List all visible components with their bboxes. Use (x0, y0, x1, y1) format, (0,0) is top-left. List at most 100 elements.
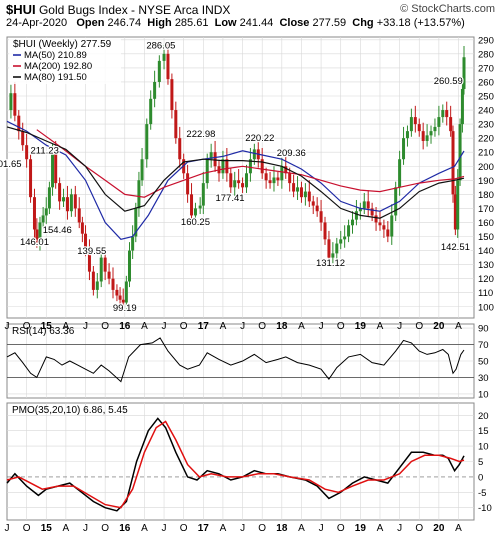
candle-body (445, 110, 449, 118)
close-label: Close (279, 17, 310, 29)
candle-body (260, 159, 264, 174)
candle-body (303, 191, 307, 198)
candle-body (157, 60, 161, 82)
candle-body (124, 281, 128, 303)
price-legend-title: $HUI (Weekly) 277.59 (13, 39, 112, 50)
candle-body (91, 271, 95, 290)
candle-body (311, 201, 315, 206)
candle-body (460, 88, 464, 125)
price-y-tick: 100 (478, 302, 494, 313)
x-tick-label: A (377, 321, 384, 332)
x-tick-label: A (220, 523, 227, 534)
price-y-tick: 210 (478, 148, 494, 159)
candle-body (131, 236, 135, 251)
price-y-tick: 160 (478, 218, 494, 229)
candle-body (233, 180, 237, 188)
ma-line-ma200 (36, 129, 465, 198)
candle-body (190, 194, 194, 216)
rsi-y-tick: 50 (478, 357, 489, 368)
candle-body (429, 131, 433, 136)
brand-watermark: © StockCharts.com (400, 3, 495, 15)
x-tick-label: J (83, 523, 88, 534)
candle-body (107, 271, 111, 279)
pmo-y-tick: -10 (478, 503, 492, 514)
quote-date: 24-Apr-2020 (6, 17, 68, 29)
candle-body (366, 201, 370, 209)
candle-body (209, 152, 213, 160)
candle-body (80, 222, 84, 234)
price-annotation: 260.59 (434, 76, 463, 87)
candle-body (186, 173, 190, 195)
price-y-tick: 220 (478, 134, 494, 145)
price-annotation: 222.98 (186, 129, 215, 140)
quote-line: 24-Apr-2020 Open 246.74 High 285.61 Low … (6, 17, 465, 29)
candle-body (264, 173, 268, 181)
x-tick-label: J (319, 523, 324, 534)
high-value: 285.61 (174, 17, 209, 29)
chg-value: +33.18 (+13.57%) (376, 17, 465, 29)
x-tick-label: 20 (433, 321, 445, 332)
price-y-tick: 190 (478, 176, 494, 187)
x-tick-label: 17 (198, 523, 210, 534)
candle-body (343, 236, 347, 240)
pmo-y-tick: 15 (478, 426, 489, 437)
pmo-y-tick: 5 (478, 457, 483, 468)
candle-body (25, 145, 29, 160)
candle-body (193, 208, 197, 216)
candle-body (244, 173, 248, 188)
chart-header: $HUI Gold Bugs Index - NYSE Arca INDX © … (0, 0, 501, 34)
candle-body (276, 177, 280, 181)
candle-body (462, 57, 466, 89)
ma-line-ma50 (6, 120, 465, 240)
candle-body (54, 152, 58, 184)
price-y-tick: 180 (478, 190, 494, 201)
price-y-tick: 120 (478, 274, 494, 285)
candle-body (162, 53, 166, 61)
candle-body (425, 135, 429, 141)
x-tick-label: O (23, 321, 31, 332)
candle-body (458, 124, 462, 181)
x-tick-label: O (337, 321, 345, 332)
x-tick-label: 16 (119, 321, 131, 332)
candle-body (32, 197, 36, 230)
price-y-tick: 250 (478, 92, 494, 103)
open-value: 246.74 (107, 17, 142, 29)
x-tick-label: J (5, 321, 10, 332)
candle-body (268, 180, 272, 184)
price-annotation: 146.01 (20, 237, 49, 248)
candle-body (315, 205, 319, 212)
price-annotation: 139.55 (77, 246, 106, 257)
candle-body (362, 201, 366, 209)
candle-body (417, 124, 421, 132)
price-y-tick: 110 (478, 288, 493, 299)
pmo-line-1 (6, 420, 465, 509)
legend-entry: MA(80) 191.50 (24, 72, 87, 83)
x-tick-label: 15 (41, 523, 53, 534)
pmo-y-tick: 10 (478, 442, 489, 453)
x-tick-label: O (258, 523, 266, 534)
candle-body (252, 149, 256, 160)
x-tick-label: 16 (119, 523, 131, 534)
candle-body (272, 177, 276, 184)
x-tick-label: J (5, 523, 10, 534)
price-y-tick: 280 (478, 49, 494, 60)
candle-body (248, 159, 252, 174)
candle-body (149, 98, 153, 125)
x-tick-label: 19 (355, 523, 367, 534)
candle-body (229, 173, 233, 188)
price-annotation: 209.36 (277, 148, 306, 159)
candle-body (118, 295, 122, 300)
candle-body (166, 53, 170, 80)
price-annotation: 131.12 (316, 258, 345, 269)
candle-body (386, 229, 390, 237)
rsi-title: RSI(14) 63.36 (12, 326, 75, 337)
candle-body (299, 187, 303, 198)
price-y-tick: 260 (478, 77, 494, 88)
candle-body (421, 131, 425, 141)
candle-body (38, 222, 42, 243)
price-y-tick: 200 (478, 162, 494, 173)
price-y-tick: 240 (478, 106, 494, 117)
candle-body (225, 159, 229, 174)
candle-body (201, 183, 205, 206)
x-tick-label: A (298, 523, 305, 534)
